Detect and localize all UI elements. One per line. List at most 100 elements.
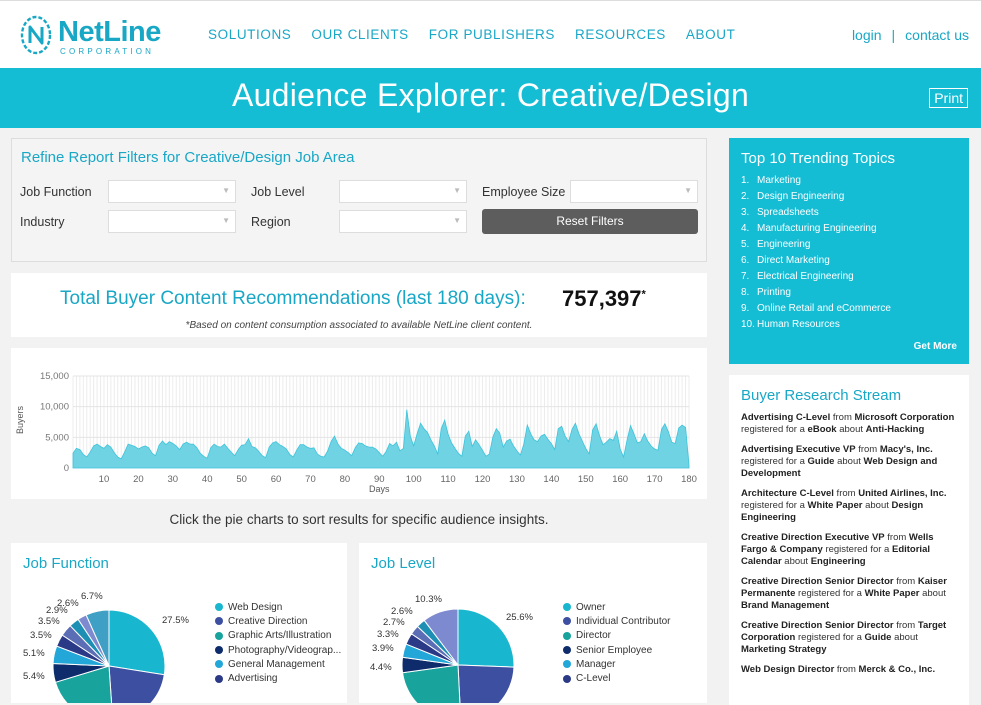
nav-our-clients[interactable]: OUR CLIENTS xyxy=(311,27,409,42)
jl-pct: 2.6% xyxy=(391,606,413,617)
trending-num: 9. xyxy=(741,303,750,314)
x-tick-label: 110 xyxy=(441,474,456,485)
trending-label: Design Engineering xyxy=(757,191,845,202)
jf-pct: 3.5% xyxy=(30,630,52,641)
nav-for-publishers[interactable]: FOR PUBLISHERS xyxy=(428,27,555,42)
legend-item[interactable]: Senior Employee xyxy=(563,643,671,657)
employee-size-label: Employee Size xyxy=(482,185,566,199)
y-tick-label: 5,000 xyxy=(45,432,69,443)
trending-item[interactable]: 1. Marketing xyxy=(741,175,891,191)
x-tick-label: 140 xyxy=(543,474,559,485)
stream-text: Editorial Calendar xyxy=(741,544,930,567)
trending-item[interactable]: 5. Engineering xyxy=(741,239,891,255)
stream-item[interactable]: Architecture C-Level from United Airline… xyxy=(741,488,961,524)
x-tick-label: 30 xyxy=(168,474,179,485)
stream-text: about xyxy=(781,556,811,567)
x-tick-label: 120 xyxy=(475,474,491,485)
stream-text: registered for a xyxy=(795,588,865,599)
legend-item[interactable]: Web Design xyxy=(215,600,341,614)
jf-pct: 2.6% xyxy=(57,598,79,609)
legend-item[interactable]: Owner xyxy=(563,600,671,614)
jf-pct: 2.9% xyxy=(46,605,68,616)
reset-filters-button[interactable]: Reset Filters xyxy=(482,209,698,234)
pie-slice xyxy=(85,609,110,667)
stream-text: Web Design Director xyxy=(741,664,835,675)
jl-pct: 3.9% xyxy=(372,643,394,654)
trending-item[interactable]: 3. Spreadsheets xyxy=(741,207,891,223)
stream-item[interactable]: Web Design Director from Merck & Co., In… xyxy=(741,664,961,676)
legend-item[interactable]: Creative Direction xyxy=(215,614,341,628)
contact-link[interactable]: contact us xyxy=(905,27,969,43)
pie-slice xyxy=(108,609,166,676)
get-more-link[interactable]: Get More xyxy=(913,341,957,352)
utility-links: login | contact us xyxy=(852,27,969,43)
legend-dot xyxy=(563,660,571,669)
legend-dot xyxy=(215,674,223,683)
industry-label: Industry xyxy=(20,215,65,229)
trending-label: Engineering xyxy=(757,239,811,250)
login-link[interactable]: login xyxy=(851,27,882,43)
stream-item[interactable]: Creative Direction Senior Director from … xyxy=(741,620,961,656)
buyers-area-chart[interactable]: 0 5,000 10,000 15,000 10 20 30 40 50 60 70 80 90 100 1… xyxy=(11,348,707,499)
filters-title: Refine Report Filters for Creative/Desig… xyxy=(21,149,355,166)
legend-item[interactable]: Advertising xyxy=(215,671,341,685)
nav-solutions[interactable]: SOLUTIONS xyxy=(208,27,292,42)
x-tick-label: 130 xyxy=(509,474,525,485)
job-function-select[interactable] xyxy=(108,180,236,203)
stream-text: Engineering xyxy=(810,556,866,567)
stream-text: registered for a xyxy=(795,632,865,643)
stream-item[interactable]: Creative Direction Senior Director from … xyxy=(741,576,961,612)
netline-logo[interactable]: NetLine CORPORATION xyxy=(18,13,168,57)
trending-item[interactable]: 2. Design Engineering xyxy=(741,191,891,207)
nav-about[interactable]: ABOUT xyxy=(685,27,736,42)
trending-item[interactable]: 10. Human Resources xyxy=(741,319,891,335)
nav-resources[interactable]: RESOURCES xyxy=(574,27,666,42)
legend-item[interactable]: Director xyxy=(563,629,671,643)
trending-item[interactable]: 4. Manufacturing Engineering xyxy=(741,223,891,239)
legend-item[interactable]: Graphic Arts/Illustration xyxy=(215,629,341,643)
trending-item[interactable]: 8. Printing xyxy=(741,287,891,303)
stream-item[interactable]: Advertising Executive VP from Macy's, In… xyxy=(741,444,961,480)
trending-topics-panel: Top 10 Trending Topics 1. Marketing 2. Des… xyxy=(729,138,969,364)
x-tick-label: 180 xyxy=(681,474,697,485)
legend-item[interactable]: General Management xyxy=(215,657,341,671)
x-tick-label: 60 xyxy=(271,474,282,485)
trending-item[interactable]: 9. Online Retail and eCommerce xyxy=(741,303,891,319)
stream-text: about xyxy=(891,632,918,643)
pie-hint: Click the pie charts to sort results for… xyxy=(169,512,549,527)
filters-panel: Refine Report Filters for Creative/Desig… xyxy=(11,138,707,262)
legend-label: C-Level xyxy=(576,673,611,685)
legend-item[interactable]: Manager xyxy=(563,657,671,671)
job-level-label: Job Level xyxy=(251,185,305,199)
job-function-title: Job Function xyxy=(23,555,109,572)
trending-item[interactable]: 7. Electrical Engineering xyxy=(741,271,891,287)
job-level-select[interactable] xyxy=(339,180,467,203)
pie-slice xyxy=(423,608,459,667)
trending-item[interactable]: 6. Direct Marketing xyxy=(741,255,891,271)
total-label: Total Buyer Content Recommendations (las… xyxy=(60,288,526,309)
stream-text: from xyxy=(833,488,859,499)
trending-num: 8. xyxy=(741,287,750,298)
trending-label: Online Retail and eCommerce xyxy=(757,303,891,314)
stream-item[interactable]: Advertising C-Level from Microsoft Corpo… xyxy=(741,412,961,436)
legend-dot xyxy=(563,646,571,655)
stream-text: Creative Direction Executive VP xyxy=(741,532,885,543)
legend-item[interactable]: Individual Contributor xyxy=(563,614,671,628)
trending-label: Printing xyxy=(757,287,791,298)
jl-pct: 10.3% xyxy=(415,594,442,605)
legend-dot xyxy=(563,603,571,612)
trending-num: 6. xyxy=(741,255,750,266)
buyer-research-stream: Buyer Research Stream Advertising C-Leve… xyxy=(729,375,969,705)
y-axis-label: Buyers xyxy=(15,405,25,434)
employee-size-select[interactable] xyxy=(570,180,698,203)
x-tick-label: 80 xyxy=(340,474,351,485)
stream-item[interactable]: Creative Direction Executive VP from Wel… xyxy=(741,532,961,568)
region-select[interactable] xyxy=(339,210,467,233)
print-button[interactable]: Print xyxy=(929,88,968,108)
stream-text: about xyxy=(834,456,864,467)
stream-text: Architecture C-Level xyxy=(741,488,834,499)
stream-text: Advertising C-Level xyxy=(741,412,831,423)
legend-item[interactable]: C-Level xyxy=(563,671,671,685)
legend-item[interactable]: Photography/Videograp... xyxy=(215,643,341,657)
industry-select[interactable] xyxy=(108,210,236,233)
